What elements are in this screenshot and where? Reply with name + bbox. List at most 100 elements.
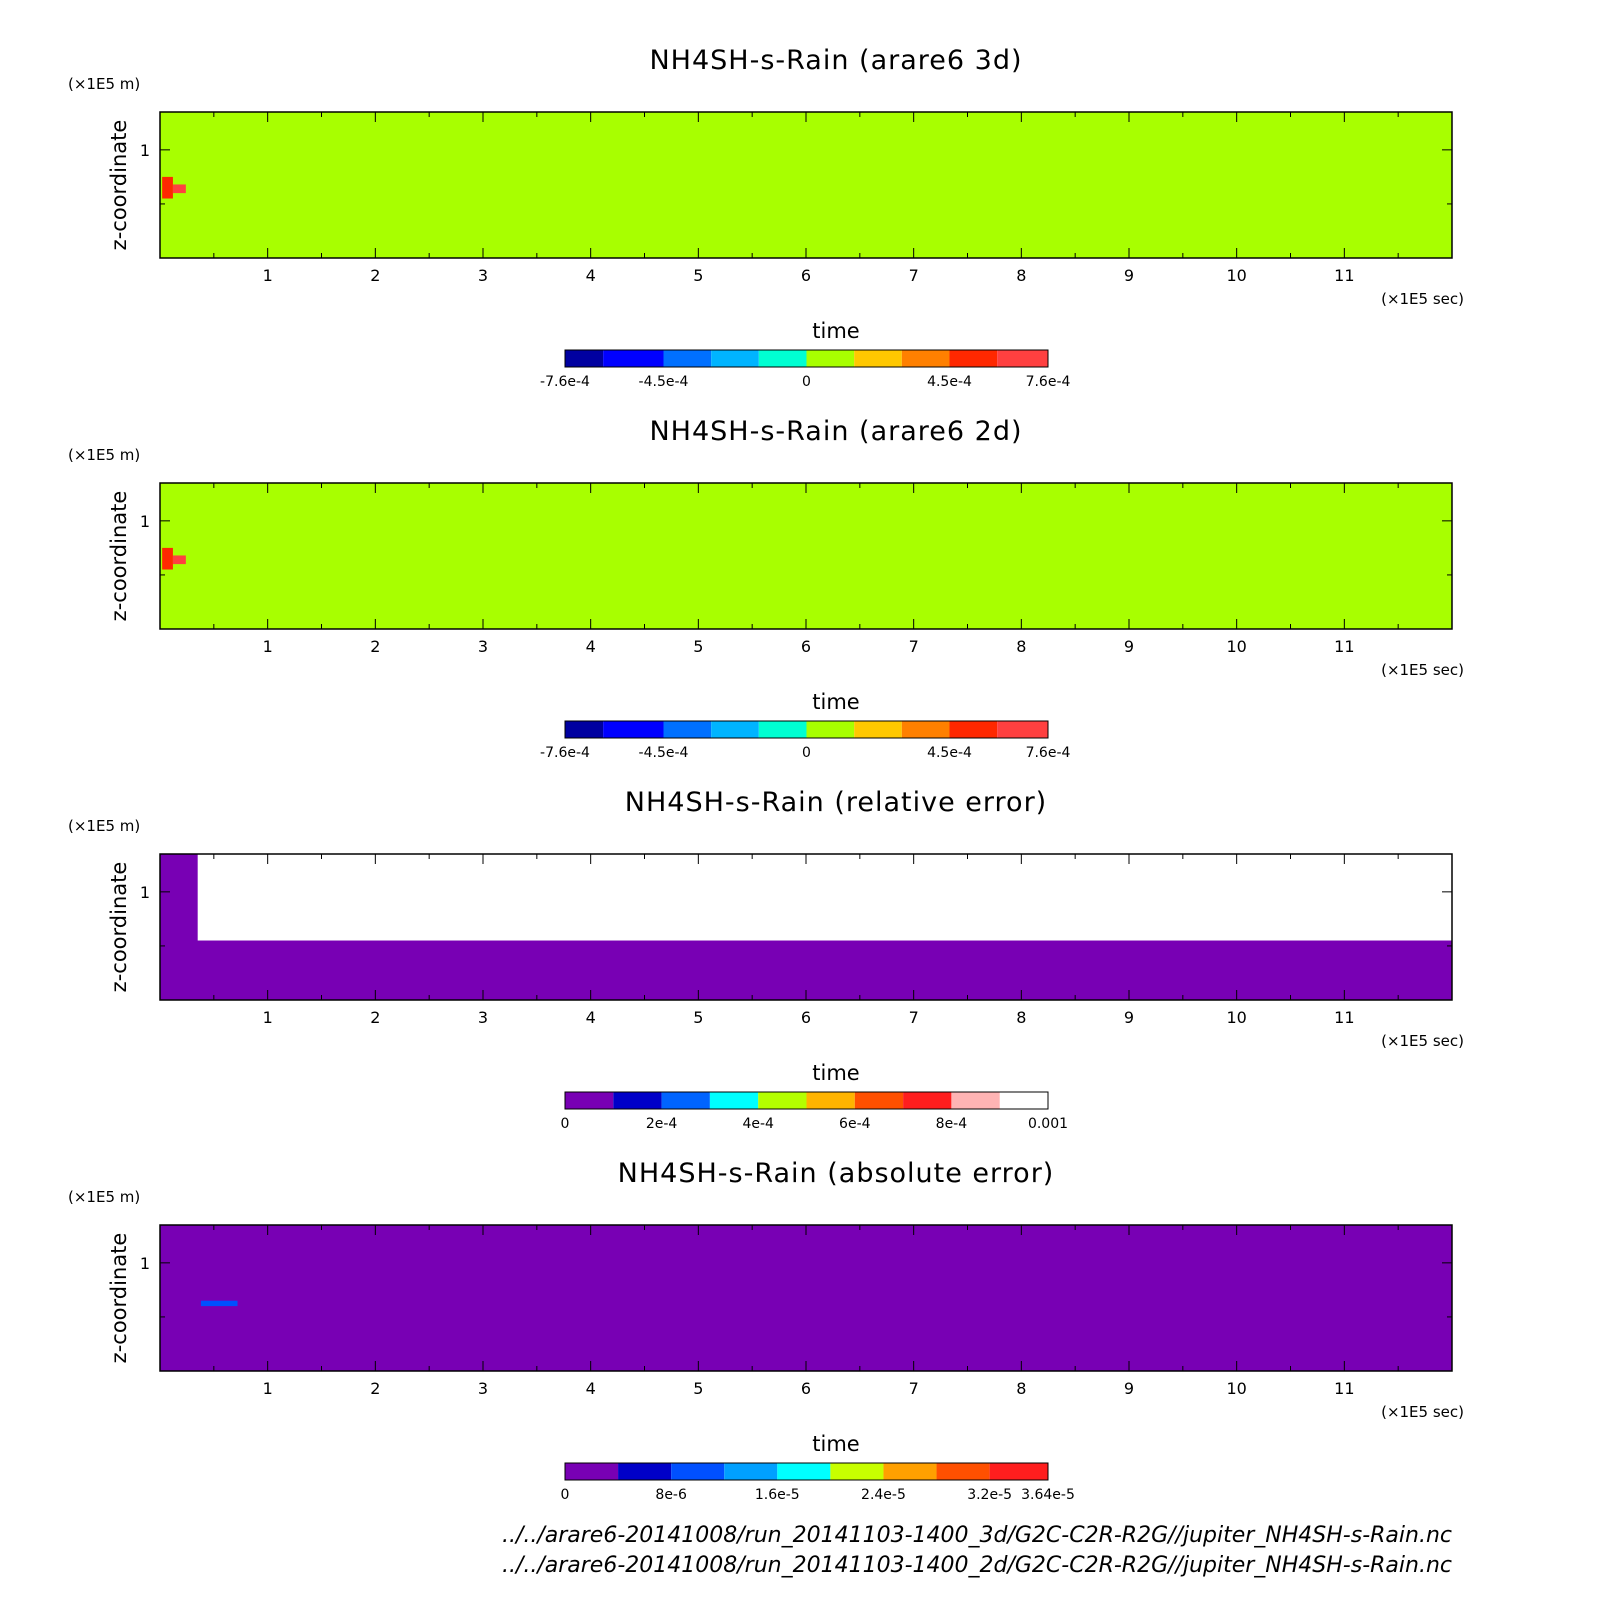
x-tick-label: 10	[1226, 266, 1246, 285]
heatmap-feature-1	[200, 1300, 238, 1307]
colorbar-frame	[564, 1091, 1049, 1110]
y-tick-label: 1	[140, 141, 150, 160]
x-tick-label: 11	[1334, 637, 1354, 656]
colorbar-swatch	[663, 350, 712, 367]
x-tick-label: 1	[263, 266, 273, 285]
x-tick-label: 1	[263, 1379, 273, 1398]
x-axis-label: time	[812, 319, 859, 343]
colorbar-tick-label: -7.6e-4	[540, 374, 590, 390]
colorbar-swatch	[661, 1092, 710, 1109]
colorbar-swatch	[663, 721, 712, 738]
x-tick-label: 9	[1124, 637, 1134, 656]
colorbar-tick-label: 8e-4	[936, 1116, 968, 1132]
colorbar-tick-label: 4.5e-4	[927, 745, 972, 761]
y-axis-label: z-coordinate	[107, 120, 131, 251]
colorbar-swatch	[565, 350, 604, 367]
colorbar-swatch	[989, 1463, 1048, 1480]
colorbar-tick-label: 3.2e-5	[967, 1487, 1012, 1503]
footer-line-2: ../../arare6-20141008/run_20141103-1400_…	[502, 1553, 1452, 1578]
x-tick-label: 4	[586, 1379, 596, 1398]
colorbar-swatch	[830, 1463, 884, 1480]
colorbar-frame	[564, 1462, 1049, 1481]
colorbar-swatch	[901, 721, 950, 738]
x-tick-label: 4	[586, 266, 596, 285]
colorbar-swatch	[613, 1092, 662, 1109]
x-axis-label: time	[812, 1432, 859, 1456]
colorbar-swatch	[806, 350, 855, 367]
x-tick-label: 8	[1016, 1008, 1026, 1027]
x-tick-label: 2	[370, 637, 380, 656]
panel-3: NH4SH-s-Rain (relative error) (×1E5 m) 1 2 3…	[68, 787, 1464, 1132]
colorbar-tick-label: 0	[802, 374, 811, 390]
colorbar-swatch	[777, 1463, 831, 1480]
colorbar-swatch	[758, 1092, 807, 1109]
colorbar-swatch	[603, 350, 664, 367]
panel-title: NH4SH-s-Rain (relative error)	[625, 787, 1047, 818]
colorbar-swatch	[854, 1092, 904, 1109]
x-tick-label: 10	[1226, 637, 1246, 656]
colorbar: -7.6e-4 -4.5e-4 0 4.5e-4 7.6e-4	[540, 720, 1071, 761]
y-axis-label: z-coordinate	[107, 862, 131, 993]
x-axis-label: time	[812, 1061, 859, 1085]
footer-line-1: ../../arare6-20141008/run_20141103-1400_…	[502, 1523, 1452, 1548]
heatmap-feature-1	[197, 854, 1452, 941]
colorbar-tick-label: 2e-4	[646, 1116, 678, 1132]
x-axis-label: time	[812, 690, 859, 714]
y-unit-label: (×1E5 m)	[68, 75, 140, 93]
colorbar-tick-label: -7.6e-4	[540, 745, 590, 761]
x-tick-label: 7	[909, 637, 919, 656]
colorbar-swatch	[603, 721, 664, 738]
colorbar-swatch	[949, 721, 998, 738]
colorbar-swatch	[711, 350, 759, 367]
heatmap-background	[160, 112, 1452, 258]
x-tick-label: 7	[909, 1008, 919, 1027]
y-unit-label: (×1E5 m)	[68, 446, 140, 464]
y-axis-label: z-coordinate	[107, 1233, 131, 1364]
x-tick-label: 3	[478, 1379, 488, 1398]
x-tick-label: 5	[693, 1008, 703, 1027]
x-tick-label: 6	[801, 1379, 811, 1398]
x-unit-label: (×1E5 sec)	[1381, 661, 1464, 679]
colorbar-swatch	[758, 350, 807, 367]
colorbar-swatch	[618, 1463, 672, 1480]
colorbar-swatch	[997, 721, 1048, 738]
colorbar-swatch	[758, 721, 807, 738]
colorbar-swatch	[711, 721, 759, 738]
x-tick-label: 6	[801, 266, 811, 285]
colorbar-tick-label: -4.5e-4	[639, 374, 689, 390]
panel-2: NH4SH-s-Rain (arare6 2d) (×1E5 m) 1 2 3 4 5 6 7 8…	[68, 416, 1464, 761]
heatmap-feature-2	[172, 555, 186, 565]
panel-title: NH4SH-s-Rain (arare6 3d)	[649, 45, 1022, 76]
x-tick-label: 3	[478, 637, 488, 656]
colorbar: 0 2e-4 4e-4 6e-4 8e-4 0.001	[561, 1091, 1068, 1132]
x-tick-label: 1	[263, 637, 273, 656]
x-tick-label: 1	[263, 1008, 273, 1027]
colorbar-swatch	[671, 1463, 725, 1480]
colorbar-swatch	[709, 1092, 759, 1109]
colorbar-frame	[564, 349, 1049, 368]
x-tick-label: 3	[478, 1008, 488, 1027]
colorbar-swatch	[854, 721, 902, 738]
x-tick-label: 6	[801, 637, 811, 656]
panel-4: NH4SH-s-Rain (absolute error) (×1E5 m) 1 2 3…	[68, 1158, 1464, 1503]
y-tick-label: 1	[140, 883, 150, 902]
colorbar: -7.6e-4 -4.5e-4 0 4.5e-4 7.6e-4	[540, 349, 1071, 390]
panel-1: NH4SH-s-Rain (arare6 3d) (×1E5 m) 1 2 3 4 5 6 7 8…	[68, 45, 1464, 390]
heatmap-feature-1	[162, 547, 173, 570]
colorbar-swatch	[565, 1092, 614, 1109]
x-tick-label: 3	[478, 266, 488, 285]
x-tick-label: 8	[1016, 1379, 1026, 1398]
heatmap-background	[160, 1225, 1452, 1371]
colorbar-tick-label: 4e-4	[742, 1116, 774, 1132]
y-unit-label: (×1E5 m)	[68, 817, 140, 835]
x-tick-label: 4	[586, 637, 596, 656]
x-tick-label: 8	[1016, 266, 1026, 285]
x-tick-label: 11	[1334, 266, 1354, 285]
colorbar-swatch	[951, 1092, 1000, 1109]
colorbar-swatch	[901, 350, 950, 367]
colorbar-tick-label: 3.64e-5	[1021, 1487, 1075, 1503]
x-tick-label: 6	[801, 1008, 811, 1027]
colorbar-tick-label: 0	[561, 1487, 570, 1503]
x-tick-label: 9	[1124, 1008, 1134, 1027]
